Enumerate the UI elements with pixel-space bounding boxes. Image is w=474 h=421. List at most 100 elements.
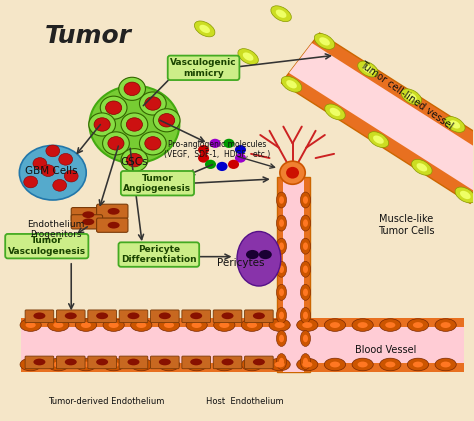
Ellipse shape (64, 170, 78, 182)
Ellipse shape (301, 330, 310, 346)
FancyBboxPatch shape (71, 215, 102, 229)
Ellipse shape (303, 288, 308, 296)
Ellipse shape (303, 219, 308, 227)
Ellipse shape (259, 250, 272, 259)
Ellipse shape (455, 187, 474, 203)
FancyBboxPatch shape (182, 310, 210, 322)
Ellipse shape (324, 319, 346, 331)
Ellipse shape (128, 312, 139, 319)
Ellipse shape (303, 312, 308, 319)
Ellipse shape (440, 322, 451, 328)
Ellipse shape (314, 34, 335, 49)
Ellipse shape (214, 358, 235, 371)
Ellipse shape (301, 238, 310, 254)
Ellipse shape (301, 261, 310, 277)
Ellipse shape (276, 192, 287, 208)
Ellipse shape (413, 322, 423, 328)
Ellipse shape (221, 359, 234, 365)
Ellipse shape (159, 312, 171, 319)
Ellipse shape (217, 162, 228, 171)
Ellipse shape (159, 114, 175, 127)
Text: Tumor cell-lined vessel: Tumor cell-lined vessel (358, 59, 455, 131)
Ellipse shape (276, 10, 286, 18)
Ellipse shape (319, 37, 330, 45)
Polygon shape (281, 33, 474, 203)
Ellipse shape (303, 242, 308, 250)
Ellipse shape (435, 319, 456, 331)
Ellipse shape (41, 165, 55, 176)
Ellipse shape (253, 359, 265, 365)
Ellipse shape (297, 319, 318, 331)
Ellipse shape (303, 196, 308, 204)
Ellipse shape (186, 358, 207, 371)
Ellipse shape (238, 49, 258, 64)
Ellipse shape (102, 132, 129, 155)
Ellipse shape (200, 25, 210, 33)
Ellipse shape (247, 362, 257, 368)
Ellipse shape (190, 312, 202, 319)
Ellipse shape (136, 362, 146, 368)
Ellipse shape (159, 359, 171, 365)
Ellipse shape (358, 61, 378, 77)
Ellipse shape (131, 319, 152, 331)
Ellipse shape (139, 132, 166, 155)
Ellipse shape (219, 322, 229, 328)
Ellipse shape (237, 232, 281, 286)
Ellipse shape (286, 167, 299, 179)
Bar (21, 327, 464, 363)
Ellipse shape (108, 208, 119, 215)
Ellipse shape (53, 362, 64, 368)
Ellipse shape (276, 284, 287, 300)
Ellipse shape (219, 362, 229, 368)
Ellipse shape (48, 358, 69, 371)
Ellipse shape (297, 358, 318, 371)
Ellipse shape (82, 211, 94, 218)
Ellipse shape (407, 319, 428, 331)
Ellipse shape (96, 359, 108, 365)
Ellipse shape (106, 101, 122, 115)
Ellipse shape (109, 362, 118, 368)
Ellipse shape (279, 335, 284, 342)
FancyBboxPatch shape (71, 208, 102, 222)
Ellipse shape (380, 319, 401, 331)
Ellipse shape (330, 362, 340, 368)
Ellipse shape (279, 219, 284, 227)
Ellipse shape (235, 145, 246, 154)
Ellipse shape (145, 97, 161, 110)
FancyBboxPatch shape (119, 356, 148, 369)
Ellipse shape (286, 80, 297, 88)
Ellipse shape (276, 307, 287, 323)
Ellipse shape (127, 153, 143, 167)
Ellipse shape (191, 362, 202, 368)
Bar (21, 317, 464, 372)
Ellipse shape (279, 312, 284, 319)
Ellipse shape (121, 113, 148, 136)
FancyBboxPatch shape (25, 356, 54, 369)
Ellipse shape (303, 266, 308, 273)
Ellipse shape (368, 132, 389, 147)
Ellipse shape (127, 118, 143, 131)
Ellipse shape (352, 358, 373, 371)
Ellipse shape (96, 312, 108, 319)
Ellipse shape (59, 153, 73, 165)
Ellipse shape (380, 358, 401, 371)
FancyBboxPatch shape (119, 310, 148, 322)
Ellipse shape (46, 145, 60, 157)
Ellipse shape (269, 358, 290, 371)
Text: Vasculogenic
mimicry: Vasculogenic mimicry (170, 58, 237, 77)
Ellipse shape (279, 358, 284, 365)
Ellipse shape (413, 362, 423, 368)
Ellipse shape (108, 137, 124, 150)
Ellipse shape (301, 284, 310, 300)
Ellipse shape (121, 149, 148, 172)
Ellipse shape (280, 161, 305, 184)
Ellipse shape (241, 358, 263, 371)
Ellipse shape (186, 319, 207, 331)
Ellipse shape (301, 215, 310, 231)
Ellipse shape (164, 322, 174, 328)
FancyBboxPatch shape (245, 356, 273, 369)
Ellipse shape (302, 322, 312, 328)
FancyBboxPatch shape (97, 218, 128, 232)
FancyBboxPatch shape (56, 310, 85, 322)
Text: Tumor
Vasculogenesis: Tumor Vasculogenesis (8, 237, 86, 256)
